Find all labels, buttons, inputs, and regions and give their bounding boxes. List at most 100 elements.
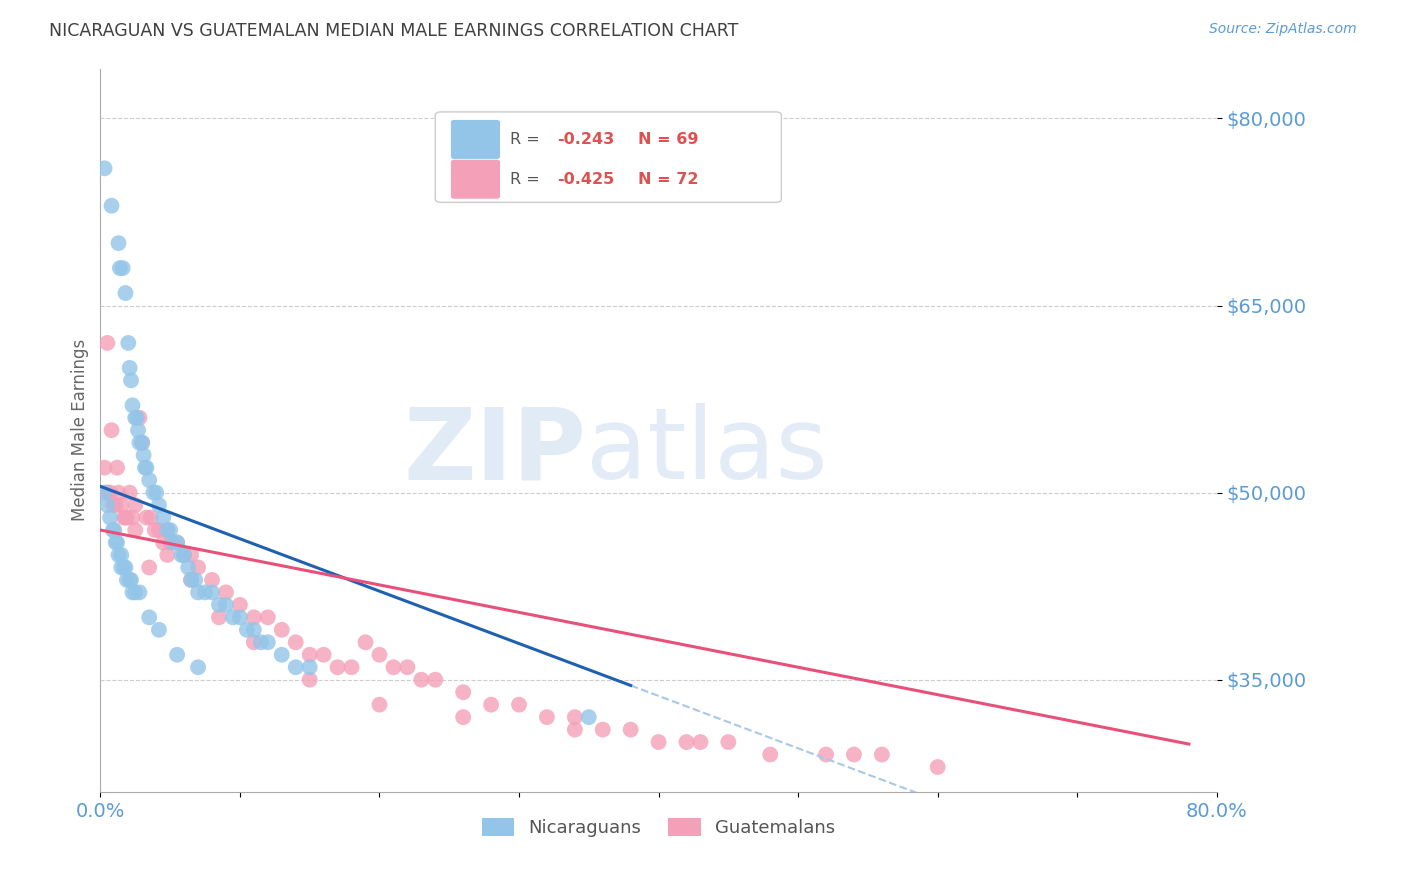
Point: [578, 710, 600, 724]
Text: N = 72: N = 72: [638, 171, 699, 186]
Point: [96, 335, 118, 350]
Point: [124, 498, 146, 512]
Point: [107, 485, 129, 500]
Point: [564, 710, 586, 724]
Point: [114, 510, 136, 524]
Point: [170, 548, 193, 562]
FancyBboxPatch shape: [451, 160, 501, 199]
Text: R =: R =: [510, 132, 546, 147]
Point: [270, 623, 292, 637]
Point: [139, 510, 162, 524]
Point: [138, 473, 160, 487]
Point: [508, 698, 530, 712]
Point: [166, 535, 188, 549]
Point: [177, 560, 200, 574]
Point: [425, 673, 447, 687]
Point: [127, 423, 149, 437]
Point: [675, 735, 697, 749]
Point: [135, 510, 157, 524]
Point: [118, 485, 141, 500]
Point: [201, 573, 224, 587]
Point: [564, 723, 586, 737]
Point: [156, 548, 179, 562]
Point: [117, 335, 139, 350]
Text: atlas: atlas: [586, 403, 828, 500]
Point: [159, 523, 181, 537]
Point: [131, 435, 153, 450]
Point: [100, 423, 122, 437]
Point: [121, 510, 143, 524]
Point: [759, 747, 782, 762]
Point: [156, 523, 179, 537]
Point: [105, 535, 128, 549]
Point: [128, 410, 150, 425]
Point: [243, 635, 266, 649]
Point: [114, 286, 136, 301]
Point: [114, 560, 136, 574]
Point: [298, 648, 321, 662]
Point: [104, 498, 127, 512]
Point: [115, 510, 138, 524]
Point: [93, 161, 115, 176]
Point: [243, 623, 266, 637]
Point: [536, 710, 558, 724]
Point: [236, 623, 259, 637]
Point: [112, 560, 135, 574]
Point: [298, 660, 321, 674]
Point: [194, 585, 217, 599]
Point: [284, 660, 307, 674]
Text: N = 69: N = 69: [638, 132, 699, 147]
Point: [118, 360, 141, 375]
Point: [152, 510, 174, 524]
Point: [842, 747, 865, 762]
Point: [103, 523, 125, 537]
Point: [592, 723, 614, 737]
Point: [145, 485, 167, 500]
Point: [187, 660, 209, 674]
FancyBboxPatch shape: [451, 120, 501, 159]
Point: [101, 523, 124, 537]
Point: [125, 410, 148, 425]
Point: [135, 460, 157, 475]
Point: [93, 460, 115, 475]
Point: [187, 560, 209, 574]
Point: [143, 523, 166, 537]
Point: [208, 610, 231, 624]
Point: [98, 485, 121, 500]
Point: [173, 548, 195, 562]
Point: [128, 585, 150, 599]
Y-axis label: Median Male Earnings: Median Male Earnings: [72, 339, 89, 521]
Point: [870, 747, 893, 762]
Point: [98, 510, 121, 524]
Point: [112, 510, 135, 524]
Point: [215, 585, 238, 599]
Point: [284, 635, 307, 649]
Point: [120, 373, 142, 387]
Point: [340, 660, 363, 674]
Point: [256, 635, 278, 649]
Point: [124, 410, 146, 425]
Point: [159, 535, 181, 549]
Point: [101, 498, 124, 512]
Point: [132, 448, 155, 462]
Point: [107, 236, 129, 251]
Point: [815, 747, 838, 762]
Point: [100, 199, 122, 213]
Point: [208, 598, 231, 612]
Point: [326, 660, 349, 674]
Text: ZIP: ZIP: [404, 403, 586, 500]
FancyBboxPatch shape: [436, 112, 782, 202]
Point: [717, 735, 740, 749]
Point: [152, 535, 174, 549]
Point: [142, 485, 165, 500]
Text: NICARAGUAN VS GUATEMALAN MEDIAN MALE EARNINGS CORRELATION CHART: NICARAGUAN VS GUATEMALAN MEDIAN MALE EAR…: [49, 22, 738, 40]
Point: [229, 598, 252, 612]
Point: [108, 261, 131, 276]
Point: [620, 723, 643, 737]
Text: R =: R =: [510, 171, 546, 186]
Point: [479, 698, 502, 712]
Point: [111, 261, 134, 276]
Point: [927, 760, 949, 774]
Text: Source: ZipAtlas.com: Source: ZipAtlas.com: [1209, 22, 1357, 37]
Point: [243, 610, 266, 624]
